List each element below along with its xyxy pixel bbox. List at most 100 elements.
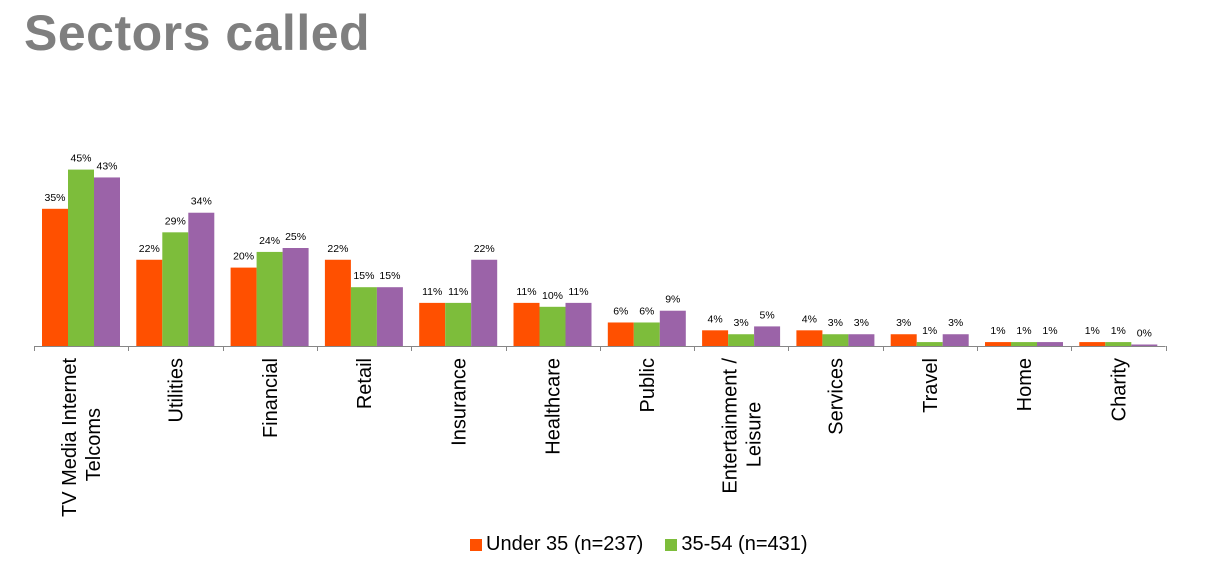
legend-label-under-35: Under 35 (n=237) — [486, 533, 644, 555]
category-label: Insurance — [448, 358, 470, 446]
bar — [728, 334, 755, 346]
data-label: 20% — [233, 251, 254, 263]
data-label: 4% — [802, 313, 817, 325]
bar — [942, 334, 969, 346]
legend-label-35-54: 35-54 (n=431) — [681, 533, 808, 555]
data-label: 11% — [516, 286, 536, 298]
data-label: 5% — [760, 309, 775, 321]
category-group: 1% 1% 0% Charity — [1079, 325, 1158, 421]
data-label: 43% — [96, 160, 117, 172]
bar — [68, 169, 94, 346]
category-group: 4% 3% 5% Entertainment / Leisure — [702, 309, 781, 494]
category-label: Services — [826, 358, 848, 435]
data-label: 24% — [259, 235, 280, 247]
data-label: 25% — [285, 231, 306, 243]
category-label: TV Media Internet Telcoms — [59, 358, 105, 517]
data-label: 1% — [1111, 325, 1126, 337]
data-label: 15% — [353, 270, 374, 282]
bar — [702, 330, 729, 346]
category-group: 35% 45% 43% TV Media Internet Telcoms — [42, 153, 120, 517]
bar — [659, 310, 686, 346]
category-group: 4% 3% 3% Services — [796, 313, 875, 435]
data-label: 1% — [1085, 325, 1100, 337]
data-label: 35% — [44, 192, 65, 204]
bar — [1105, 342, 1132, 346]
category-label: Home — [1014, 358, 1036, 411]
bar — [633, 322, 660, 346]
bar — [188, 212, 215, 346]
category-label: Travel — [920, 358, 942, 413]
bar — [376, 287, 403, 346]
bar — [471, 259, 498, 346]
category-label: Retail — [354, 358, 376, 409]
data-label: 1% — [990, 325, 1005, 337]
bar — [607, 322, 634, 346]
data-label: 1% — [1016, 325, 1031, 337]
data-label: 10% — [542, 290, 563, 302]
category-label: Entertainment / Leisure — [719, 358, 765, 494]
bar — [256, 251, 283, 346]
data-label: 11% — [568, 286, 588, 298]
bar — [822, 334, 849, 346]
data-label: 22% — [139, 243, 160, 255]
data-label: 11% — [422, 286, 442, 298]
category-group: 20% 24% 25% Financial — [230, 231, 309, 438]
data-label: 3% — [854, 317, 869, 329]
data-label: 3% — [828, 317, 843, 329]
data-label: 22% — [474, 243, 495, 255]
bar — [162, 232, 189, 346]
legend-item-35-54: 35-54 (n=431) — [665, 533, 808, 556]
data-label: 1% — [922, 325, 937, 337]
category-group: 3% 1% 3% Travel — [890, 317, 969, 413]
category-group: 11% 10% 11% Healthcare — [513, 286, 592, 455]
bar — [890, 334, 917, 346]
data-label: 3% — [896, 317, 911, 329]
category-label: Charity — [1108, 358, 1130, 421]
bar — [1037, 342, 1063, 346]
bar — [324, 259, 351, 346]
bar — [1079, 342, 1106, 346]
legend-item-under-35: Under 35 (n=237) — [470, 533, 643, 556]
data-label: 4% — [708, 313, 723, 325]
chart-legend: Under 35 (n=237) 35-54 (n=431) — [470, 533, 830, 556]
bar — [1131, 344, 1158, 346]
category-label: Public — [637, 358, 659, 412]
bar — [230, 267, 257, 346]
category-group: 22% 15% 15% Retail — [324, 243, 403, 409]
bar — [445, 302, 472, 346]
data-label: 11% — [448, 286, 468, 298]
data-label: 3% — [734, 317, 749, 329]
bar — [539, 306, 566, 346]
data-label: 6% — [613, 305, 628, 317]
bar — [848, 334, 875, 346]
category-label: Healthcare — [543, 358, 565, 455]
data-label: 1% — [1042, 325, 1057, 337]
data-label: 15% — [379, 270, 400, 282]
bar — [1011, 342, 1037, 346]
bar — [796, 330, 823, 346]
bar — [350, 287, 377, 346]
bar — [419, 302, 446, 346]
data-label: 9% — [665, 294, 680, 306]
data-label: 34% — [191, 196, 212, 208]
category-group: 22% 29% 34% Utilities — [136, 196, 215, 422]
category-group: 11% 11% 22% Insurance — [419, 243, 498, 446]
category-label: Financial — [260, 358, 282, 438]
category-group: 1% 1% 1% Home — [985, 325, 1063, 411]
data-label: 22% — [327, 243, 348, 255]
data-label: 0% — [1137, 328, 1152, 340]
data-label: 29% — [165, 215, 186, 227]
data-label: 45% — [70, 153, 91, 165]
category-label: Utilities — [165, 358, 187, 422]
bar — [94, 177, 120, 346]
bar — [985, 342, 1011, 346]
category-group: 6% 6% 9% Public — [607, 294, 686, 412]
bar — [754, 326, 781, 346]
data-label: 6% — [639, 305, 654, 317]
legend-swatch-35-54 — [665, 538, 678, 551]
page-title: Sectors called — [24, 5, 371, 61]
bar — [136, 259, 163, 346]
bar — [513, 302, 540, 346]
data-label: 3% — [948, 317, 963, 329]
